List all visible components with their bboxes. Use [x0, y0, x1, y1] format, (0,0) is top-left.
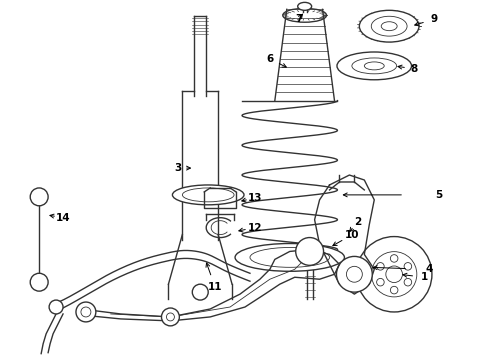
Circle shape [337, 256, 372, 292]
Ellipse shape [337, 52, 412, 80]
Text: 6: 6 [266, 54, 273, 64]
Text: 9: 9 [430, 14, 438, 24]
Ellipse shape [172, 185, 244, 205]
Circle shape [49, 300, 63, 314]
Circle shape [30, 273, 48, 291]
Ellipse shape [235, 243, 344, 271]
Text: 1: 1 [420, 272, 428, 282]
Text: 12: 12 [247, 222, 262, 233]
Circle shape [162, 308, 179, 326]
Circle shape [30, 188, 48, 206]
Circle shape [76, 302, 96, 322]
Text: 10: 10 [345, 230, 360, 239]
Ellipse shape [359, 10, 419, 42]
Circle shape [295, 238, 323, 265]
Ellipse shape [298, 3, 312, 10]
Text: 3: 3 [175, 163, 182, 173]
Text: 14: 14 [56, 213, 71, 223]
Text: 8: 8 [411, 64, 417, 74]
Text: 13: 13 [247, 193, 262, 203]
Text: 2: 2 [354, 217, 361, 227]
Text: 5: 5 [435, 190, 442, 200]
Text: 4: 4 [425, 264, 433, 274]
Circle shape [356, 237, 432, 312]
Text: 7: 7 [295, 14, 302, 24]
Text: 11: 11 [208, 282, 222, 292]
